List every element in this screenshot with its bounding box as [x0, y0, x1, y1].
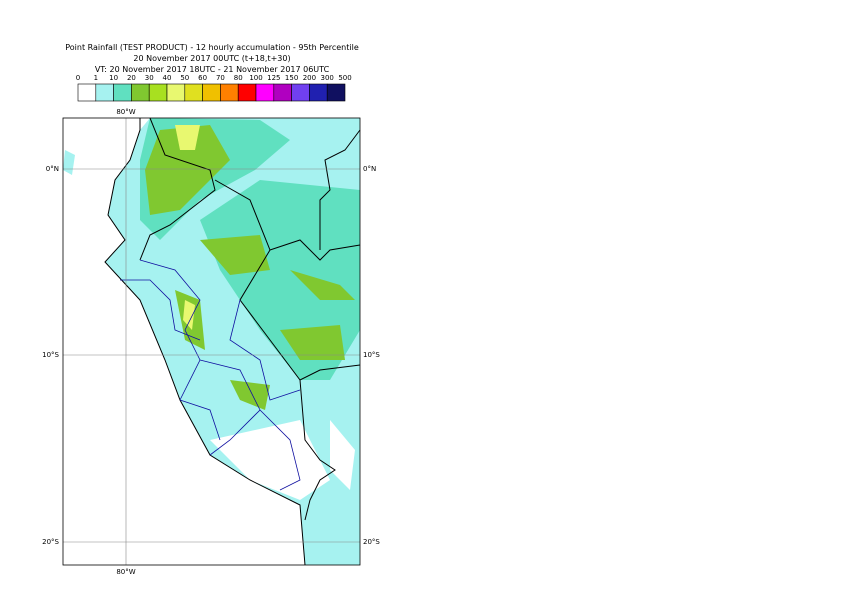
legend-swatch — [202, 83, 221, 102]
legend-label: 60 — [198, 74, 207, 82]
lat-label: 10°S — [363, 351, 380, 359]
map: 80°W 80°W 0°N 0°N 10°S 10°S 20°S 20°S — [42, 108, 380, 576]
legend-label: 70 — [216, 74, 225, 82]
legend-swatch — [255, 83, 275, 102]
legend-label: 125 — [267, 74, 280, 82]
legend-swatch — [95, 83, 114, 102]
base-time: 20 November 2017 00UTC (t+18,t+30) — [133, 54, 290, 63]
legend-swatch — [113, 83, 132, 102]
legend-swatch — [220, 83, 239, 102]
legend-label: 80 — [234, 74, 243, 82]
legend-label: 20 — [127, 74, 136, 82]
legend-swatch — [326, 83, 346, 102]
legend-swatch — [148, 83, 168, 102]
legend: 0 1 10 20 30 40 50 60 70 80 100 125 150 200 300 500 — [76, 74, 352, 102]
legend-swatch — [273, 83, 292, 102]
lat-label: 20°S — [363, 538, 380, 546]
legend-label: 1 — [94, 74, 98, 82]
legend-swatch — [291, 83, 310, 102]
valid-time: VT: 20 November 2017 18UTC - 21 November… — [95, 65, 330, 74]
legend-swatch — [237, 83, 257, 102]
title: Point Rainfall (TEST PRODUCT) - 12 hourl… — [65, 43, 359, 52]
lat-label: 10°S — [42, 351, 59, 359]
legend-label: 0 — [76, 74, 80, 82]
legend-label: 500 — [338, 74, 351, 82]
legend-label: 50 — [180, 74, 189, 82]
legend-swatch — [166, 83, 186, 102]
legend-label: 30 — [145, 74, 154, 82]
legend-label: 150 — [285, 74, 298, 82]
legend-swatch — [77, 83, 97, 102]
lat-label: 0°N — [46, 165, 59, 173]
legend-label: 10 — [109, 74, 118, 82]
lon-label: 80°W — [116, 568, 135, 576]
lat-label: 0°N — [363, 165, 376, 173]
lon-label: 80°W — [116, 108, 135, 116]
lat-label: 20°S — [42, 538, 59, 546]
legend-label: 300 — [321, 74, 334, 82]
legend-swatch — [309, 83, 328, 102]
legend-swatch — [184, 83, 203, 102]
legend-label: 40 — [163, 74, 172, 82]
legend-swatch — [131, 83, 150, 102]
legend-label: 100 — [249, 74, 262, 82]
legend-label: 200 — [303, 74, 316, 82]
